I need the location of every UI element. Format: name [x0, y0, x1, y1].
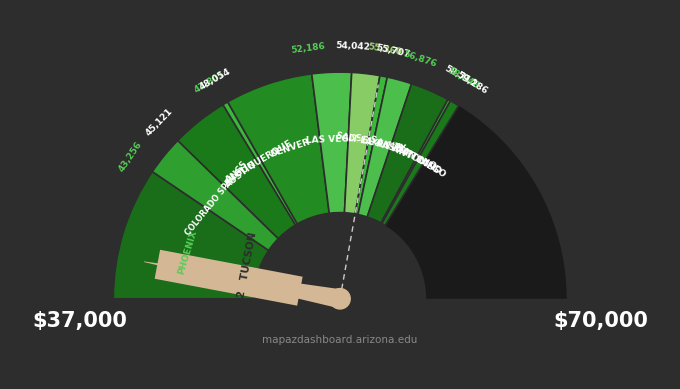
- Wedge shape: [114, 172, 269, 299]
- Text: 43,256: 43,256: [118, 140, 144, 174]
- Text: 58,848: 58,848: [446, 66, 481, 91]
- Text: ALBUQUERQUE: ALBUQUERQUE: [224, 138, 294, 185]
- Wedge shape: [358, 77, 411, 217]
- Wedge shape: [345, 72, 380, 214]
- Text: 58,714: 58,714: [443, 64, 478, 89]
- Wedge shape: [114, 72, 566, 299]
- Text: EL PASO: EL PASO: [360, 135, 403, 155]
- Circle shape: [330, 289, 350, 309]
- Wedge shape: [381, 100, 450, 224]
- Text: 38,962   TUCSON: 38,962 TUCSON: [230, 231, 258, 331]
- Text: $70,000: $70,000: [554, 312, 648, 331]
- Wedge shape: [177, 105, 296, 238]
- Text: mapazdashboard.arizona.edu: mapazdashboard.arizona.edu: [262, 335, 418, 345]
- Wedge shape: [367, 84, 448, 223]
- Wedge shape: [152, 140, 278, 251]
- Wedge shape: [382, 101, 458, 225]
- Text: PHOENIX: PHOENIX: [177, 229, 199, 275]
- Wedge shape: [223, 102, 297, 225]
- Text: 52,186: 52,186: [291, 41, 326, 54]
- Text: AUSTIN: AUSTIN: [224, 159, 259, 189]
- Text: 59,286: 59,286: [455, 70, 490, 96]
- Text: $37,000: $37,000: [32, 312, 126, 331]
- Wedge shape: [311, 72, 352, 213]
- Text: COLORADO SPRINGS: COLORADO SPRINGS: [184, 159, 250, 237]
- Polygon shape: [154, 250, 303, 306]
- Text: 48,054: 48,054: [197, 67, 232, 92]
- Wedge shape: [228, 74, 329, 224]
- Text: 55,360: 55,360: [367, 42, 403, 58]
- Wedge shape: [355, 75, 388, 214]
- Text: SAN ANTONIO: SAN ANTONIO: [369, 134, 438, 171]
- Text: 56,876: 56,876: [402, 49, 438, 69]
- Text: SAN DIEGO: SAN DIEGO: [394, 143, 447, 180]
- Text: SALT LAKE CITY: SALT LAKE CITY: [335, 131, 406, 154]
- Text: DENVER: DENVER: [269, 137, 311, 159]
- Text: PORTLAND: PORTLAND: [390, 142, 443, 177]
- Text: LAS VEGAS: LAS VEGAS: [306, 134, 362, 145]
- Text: 54,042: 54,042: [335, 41, 371, 52]
- Text: 47,801: 47,801: [192, 70, 226, 95]
- Text: U.S.: U.S.: [347, 135, 369, 146]
- Text: 45,121: 45,121: [143, 107, 175, 138]
- Polygon shape: [144, 261, 342, 308]
- Text: 55,707: 55,707: [375, 44, 411, 60]
